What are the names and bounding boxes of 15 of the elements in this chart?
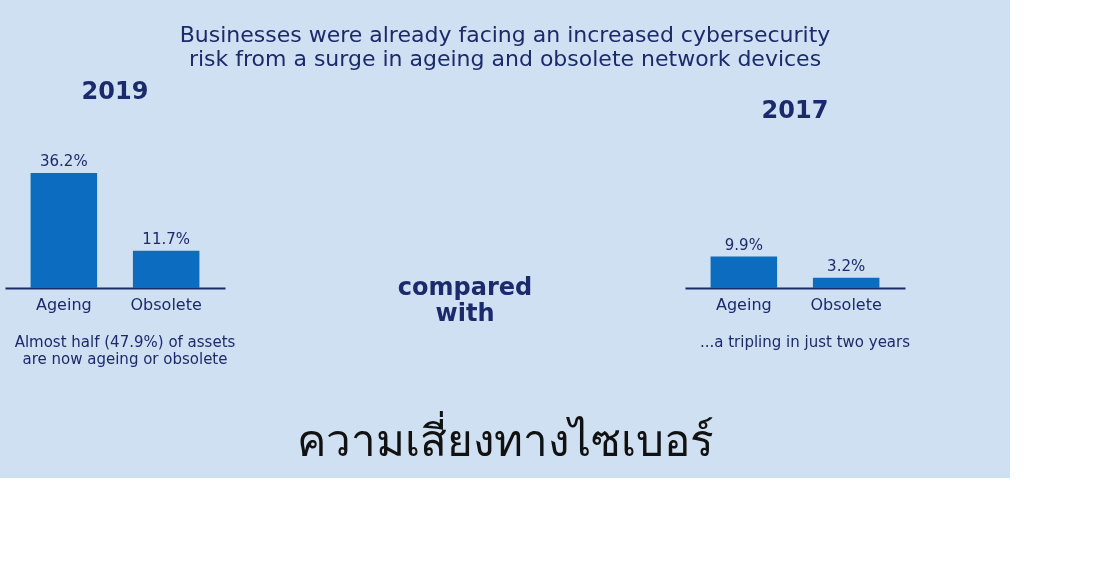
data-label: 36.2% xyxy=(40,152,88,170)
x-tick-label: Obsolete xyxy=(810,294,882,314)
chart-title: 2019 xyxy=(81,77,149,105)
x-tick-label: Ageing xyxy=(35,294,92,314)
data-label: 3.2% xyxy=(827,256,866,275)
text: Businesses were already facing an increased cybersecurity risk from a surge in ageing and obsolete network devices xyxy=(179,22,831,71)
text: ...a tripling in just two years xyxy=(699,333,911,351)
x-tick-label: Obsolete xyxy=(130,294,202,314)
text: compared with xyxy=(397,273,533,327)
data-label: 11.7% xyxy=(142,229,190,248)
data-label: 9.9% xyxy=(724,235,763,254)
x-tick-label: Ageing xyxy=(715,294,772,314)
text: Almost half (47.9%) of assets are now ageing or obsolete xyxy=(14,333,236,368)
text: ความเสี่ยงทางไซเบอร์ xyxy=(296,410,714,466)
chart-title: 2017 xyxy=(761,96,829,124)
